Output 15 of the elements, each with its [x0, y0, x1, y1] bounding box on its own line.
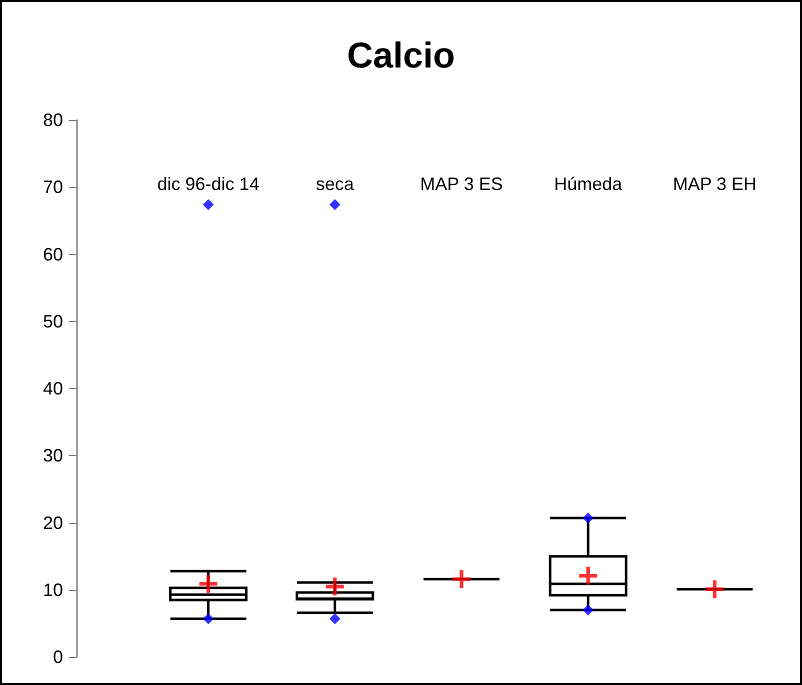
chart-title: Calcio — [346, 34, 456, 76]
y-tick-label: 20 — [42, 512, 63, 533]
x-tick-label: Húmeda — [554, 174, 624, 194]
x-tick-label: MAP 3 ES — [420, 174, 503, 194]
x-tick-label: seca — [316, 174, 355, 194]
y-tick-label: 50 — [42, 311, 63, 332]
y-tick-label: 0 — [52, 647, 63, 667]
y-tick-label: 40 — [42, 378, 63, 398]
y-tick-label: 10 — [42, 580, 63, 600]
y-tick-label: 60 — [42, 244, 63, 264]
x-tick-label: dic 96-dic 14 — [157, 174, 260, 194]
y-tick-label: 80 — [42, 110, 63, 130]
y-tick-label: 70 — [42, 177, 63, 198]
y-tick-label: 30 — [42, 446, 63, 466]
x-tick-label: MAP 3 EH — [672, 174, 757, 194]
